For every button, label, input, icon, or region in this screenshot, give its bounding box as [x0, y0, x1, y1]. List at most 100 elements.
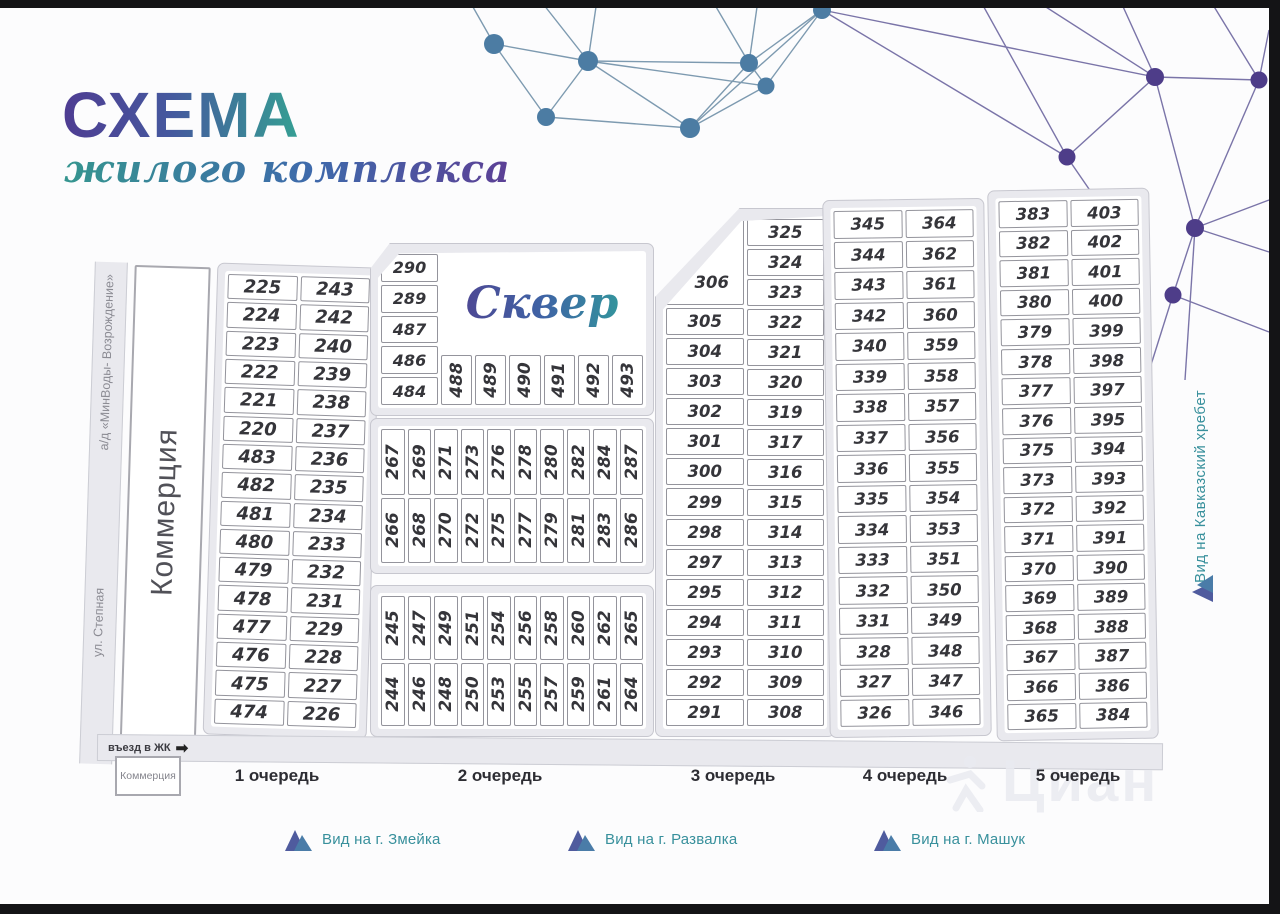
plot-cell: 268 — [407, 497, 431, 563]
plot-cell: 373 — [1003, 466, 1072, 494]
plot-cell: 311 — [746, 609, 824, 636]
plot-cell: 255 — [513, 662, 537, 726]
phase-label-5: 5 очередь — [1035, 766, 1121, 785]
plot-cell: 369 — [1005, 584, 1075, 613]
mountain-icon-right — [1192, 575, 1213, 602]
plot-cell: 489 — [475, 355, 507, 405]
plot-cell: 273 — [460, 429, 484, 495]
plot-cell: 236 — [294, 445, 365, 474]
plot-cell: 491 — [543, 355, 575, 405]
plot-cell: 246 — [407, 662, 431, 726]
plot-cell: 282 — [566, 429, 590, 495]
phase-label-2: 2 очередь — [457, 766, 543, 785]
plot-cell: 260 — [566, 596, 590, 660]
plot-cell: 323 — [746, 279, 824, 306]
plot-cell: 332 — [838, 576, 908, 605]
plot-cell: 225 — [227, 273, 298, 302]
block4-left-column: 345 344 343 342 340 339 338 337 336 335 334 333 332 3… — [833, 210, 910, 727]
block4-right-column: 364 362 361 360 359 358 357 356 355 354 353 351 350 3… — [904, 209, 981, 726]
plot-cell: 312 — [746, 579, 824, 606]
plot-cell: 486 — [381, 346, 438, 375]
plot-cell: 375 — [1002, 436, 1072, 465]
plot-cell: 228 — [288, 644, 359, 672]
plot-cell: 343 — [834, 271, 904, 300]
plot-cell: 390 — [1076, 553, 1146, 582]
plot-cell: 283 — [593, 497, 617, 563]
plot-cell: 388 — [1077, 612, 1147, 641]
plot-cell: 251 — [460, 596, 484, 660]
block1-left-column: 225 224 223 222 221 220 483 482 481 480 479 478 477 4… — [213, 273, 298, 726]
plot-cell: 250 — [460, 662, 484, 726]
plot-cell: 364 — [904, 209, 974, 238]
plot-cell: 366 — [1006, 672, 1076, 701]
plot-cell: 381 — [999, 259, 1069, 287]
plot-cell: 355 — [908, 453, 978, 482]
plot-cell: 488 — [441, 355, 473, 405]
plot-cell: 306 — [666, 219, 744, 305]
plot-cell: 490 — [509, 355, 541, 405]
legend-item: Вид на г. Развалка — [566, 826, 737, 852]
plot-cell: 244 — [381, 662, 405, 726]
plot-cell: 221 — [223, 387, 295, 415]
plot-cell: 276 — [487, 429, 511, 495]
plot-cell: 399 — [1071, 317, 1141, 345]
plot-cell: 220 — [222, 415, 294, 443]
plot-cell: 397 — [1072, 376, 1142, 404]
plot-block-2-lower: 245 247 249 251 254 256 258 260 262 265 244 246 248… — [370, 585, 654, 737]
plot-cell: 245 — [381, 596, 405, 660]
plot-cell: 358 — [907, 361, 976, 391]
plot-cell: 484 — [381, 377, 438, 405]
plot-cell: 342 — [834, 301, 904, 331]
plot-cell: 354 — [908, 483, 978, 513]
plot-cell: 483 — [221, 443, 293, 472]
plot-cell: 293 — [666, 638, 744, 666]
plot-cell: 340 — [835, 332, 904, 361]
phase-label-1: 1 очередь — [234, 766, 320, 785]
plot-cell: 386 — [1078, 671, 1148, 700]
commerce-small-label: Коммерция — [120, 770, 176, 782]
commerce-area: Коммерция — [119, 264, 211, 760]
plot-cell: 253 — [487, 662, 511, 726]
plot-cell: 261 — [593, 662, 617, 726]
plot-cell: 248 — [434, 662, 458, 726]
plot-cell: 322 — [746, 309, 824, 336]
commerce-small-box: Коммерция — [115, 756, 181, 796]
plot-cell: 239 — [297, 361, 368, 389]
plot-cell: 226 — [286, 700, 357, 729]
block1-right-column: 243 242 240 239 238 237 236 235 234 233 232 231 229 2… — [286, 276, 371, 729]
plot-cell: 277 — [513, 497, 537, 563]
plot-cell: 227 — [287, 672, 358, 700]
page-subtitle: жилого комплекса — [64, 146, 511, 191]
highway-label: а/д «МинВоды- Возрождение» — [96, 273, 117, 451]
plot-cell: 280 — [540, 429, 564, 495]
phase-label-4: 4 очередь — [862, 766, 948, 785]
legend-item: Вид на г. Змейка — [283, 826, 441, 852]
plot-block-4: 345 344 343 342 340 339 338 337 336 335 334 333 332 3… — [822, 197, 992, 739]
plot-cell: 264 — [619, 662, 643, 726]
plot-cell: 353 — [909, 514, 979, 543]
plot-cell: 301 — [666, 428, 744, 456]
plot-cell: 305 — [666, 308, 744, 336]
legend-label: Вид на г. Змейка — [322, 830, 441, 848]
plot-cell: 356 — [907, 422, 977, 452]
plot-cell: 367 — [1006, 643, 1076, 672]
plot-cell: 254 — [487, 596, 511, 660]
plot-cell: 383 — [998, 200, 1068, 228]
plot-block-3: 306 305 304 303 302 301 300 299 298 297 295 294 293… — [655, 208, 835, 737]
plot-cell: 328 — [839, 637, 909, 666]
entrance-label-group: въезд в ЖК ➡ — [108, 739, 188, 757]
plot-cell: 346 — [911, 697, 981, 726]
plot-cell: 400 — [1071, 287, 1141, 316]
park-bottom-row: 488 489 490 491 492 493 — [441, 355, 644, 405]
plot-cell: 240 — [297, 332, 369, 361]
plot-cell: 362 — [905, 239, 975, 269]
plot-cell: 347 — [911, 666, 981, 696]
plot-cell: 338 — [835, 393, 905, 422]
plot-cell: 344 — [833, 240, 903, 270]
plot-cell: 339 — [835, 362, 905, 392]
plot-cell: 325 — [746, 219, 824, 246]
plot-cell: 294 — [666, 608, 744, 636]
plot-cell: 376 — [1002, 406, 1071, 435]
network-blue-nodes — [484, 1, 831, 138]
mountain-icon — [874, 830, 901, 851]
